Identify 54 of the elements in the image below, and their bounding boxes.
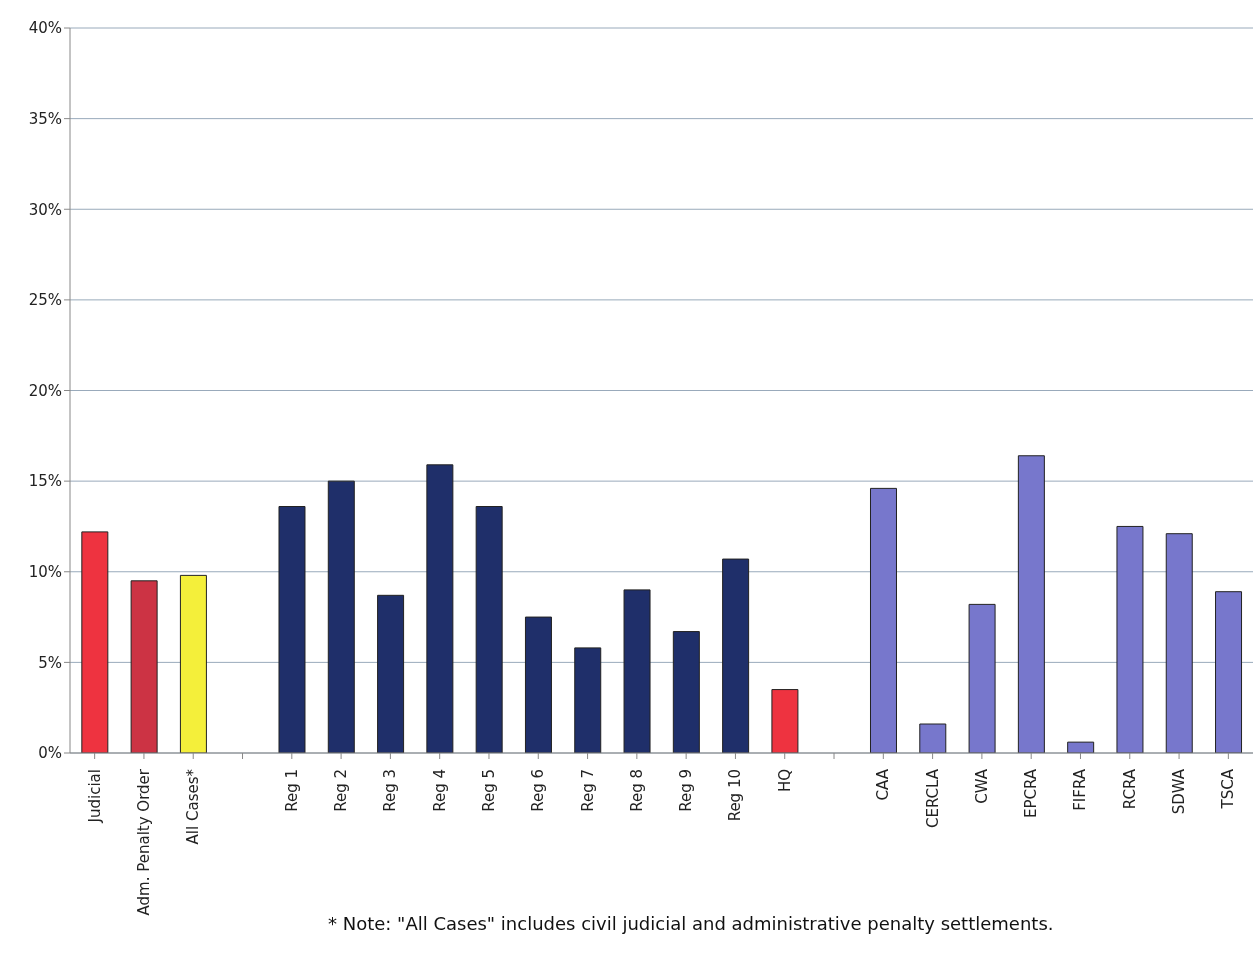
bar bbox=[130, 580, 158, 753]
bar bbox=[574, 647, 602, 753]
y-tick-label: 30% bbox=[28, 200, 62, 219]
bar bbox=[475, 506, 503, 753]
x-tick-label: Reg 3 bbox=[381, 769, 400, 812]
bar bbox=[771, 689, 799, 753]
x-tick-label: Reg 4 bbox=[430, 769, 449, 812]
x-tick-label: HQ bbox=[775, 769, 794, 793]
x-tick-label: FIFRA bbox=[1071, 768, 1090, 811]
bar bbox=[81, 531, 109, 753]
y-tick-label: 15% bbox=[28, 472, 62, 491]
x-tick-label: Reg 10 bbox=[726, 769, 745, 822]
x-tick-label: Reg 1 bbox=[282, 769, 301, 812]
x-tick-label: TSCA bbox=[1219, 768, 1238, 810]
bar bbox=[1067, 741, 1095, 753]
x-tick-label: CERCLA bbox=[923, 768, 942, 829]
y-tick-label: 5% bbox=[38, 653, 62, 672]
x-tick-label: CAA bbox=[874, 768, 893, 801]
x-tick-label: Adm. Penalty Order bbox=[134, 768, 153, 916]
x-tick-label: All Cases* bbox=[184, 768, 203, 845]
y-tick-label: 25% bbox=[28, 291, 62, 310]
bar bbox=[672, 631, 700, 753]
x-tick-label: EPCRA bbox=[1022, 768, 1041, 819]
bar bbox=[919, 723, 947, 753]
x-tick-label: CWA bbox=[972, 768, 991, 804]
x-tick-label: Reg 9 bbox=[677, 769, 696, 812]
bar bbox=[623, 589, 651, 753]
y-tick-label: 20% bbox=[28, 381, 62, 400]
y-tick-label: 40% bbox=[28, 19, 62, 38]
bar bbox=[722, 558, 750, 753]
bar bbox=[1165, 533, 1193, 753]
bar bbox=[968, 603, 996, 753]
x-tick-label: RCRA bbox=[1120, 768, 1139, 810]
x-tick-label: Reg 2 bbox=[332, 769, 351, 812]
bar bbox=[870, 487, 897, 753]
x-tick-label: Reg 7 bbox=[578, 769, 597, 812]
bar bbox=[1116, 525, 1144, 753]
bar bbox=[1017, 455, 1045, 753]
x-tick-label: Reg 6 bbox=[529, 769, 548, 812]
x-tick-label: Reg 5 bbox=[479, 769, 498, 812]
bar bbox=[524, 616, 552, 753]
x-tick-label: Judicial bbox=[85, 769, 104, 824]
bar bbox=[377, 594, 405, 753]
bar bbox=[1215, 591, 1243, 753]
y-tick-label: 0% bbox=[38, 744, 62, 763]
bar bbox=[327, 480, 355, 753]
y-tick-label: 35% bbox=[28, 109, 62, 128]
bar bbox=[278, 506, 306, 753]
x-tick-label: Reg 8 bbox=[627, 769, 646, 812]
bar bbox=[426, 464, 454, 753]
y-tick-label: 10% bbox=[28, 563, 62, 582]
text: * Note: "All Cases" includes civil judicial and administrative penalty settlements. bbox=[328, 913, 1054, 934]
bar bbox=[179, 574, 207, 753]
x-tick-label: SDWA bbox=[1170, 768, 1189, 815]
